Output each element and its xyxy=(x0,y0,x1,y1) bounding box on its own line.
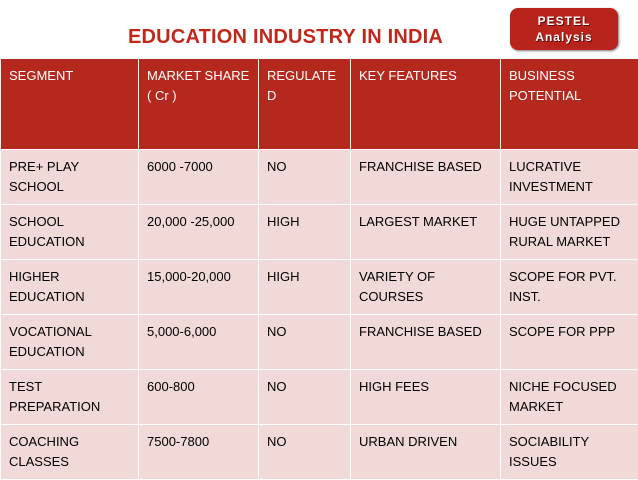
table-cell: NO xyxy=(259,370,351,425)
table-cell: HIGH xyxy=(259,205,351,260)
logo-text: Analysis xyxy=(510,29,618,45)
table-cell: SCOPE FOR PPP xyxy=(501,315,638,370)
header-cell: MARKET SHARE ( Cr ) xyxy=(139,59,259,150)
table-cell: HIGH xyxy=(259,260,351,315)
table-cell: 15,000-20,000 xyxy=(139,260,259,315)
table-cell: HUGE UNTAPPED RURAL MARKET xyxy=(501,205,638,260)
table-cell: NO xyxy=(259,425,351,480)
table-cell: FRANCHISE BASED xyxy=(351,315,501,370)
table-cell: NO xyxy=(259,315,351,370)
header-cell: SEGMENT xyxy=(1,59,139,150)
table-cell: 6000 -7000 xyxy=(139,150,259,205)
pestel-logo: PESTEL Analysis xyxy=(510,8,618,50)
slide-title: EDUCATION INDUSTRY IN INDIA xyxy=(128,26,443,49)
table-cell: NO xyxy=(259,150,351,205)
table-cell: COACHING CLASSES xyxy=(1,425,139,480)
table-cell: 7500-7800 xyxy=(139,425,259,480)
table-cell: SCHOOL EDUCATION xyxy=(1,205,139,260)
table-cell: VOCATIONAL EDUCATION xyxy=(1,315,139,370)
table-cell: HIGH FEES xyxy=(351,370,501,425)
table-cell: TEST PREPARATION xyxy=(1,370,139,425)
table-cell: VARIETY OF COURSES xyxy=(351,260,501,315)
table-cell: SOCIABILITY ISSUES xyxy=(501,425,638,480)
table-cell: URBAN DRIVEN xyxy=(351,425,501,480)
table-cell: 600-800 xyxy=(139,370,259,425)
table-cell: LARGEST MARKET xyxy=(351,205,501,260)
header-cell: BUSINESS POTENTIAL xyxy=(501,59,638,150)
table-cell: FRANCHISE BASED xyxy=(351,150,501,205)
table-cell: 20,000 -25,000 xyxy=(139,205,259,260)
header-cell: REGULATED xyxy=(259,59,351,150)
table-cell: SCOPE FOR PVT. INST. xyxy=(501,260,638,315)
table-cell: 5,000-6,000 xyxy=(139,315,259,370)
table-cell: NICHE FOCUSED MARKET xyxy=(501,370,638,425)
table-cell: HIGHER EDUCATION xyxy=(1,260,139,315)
table-cell: LUCRATIVE INVESTMENT xyxy=(501,150,638,205)
logo-text: PESTEL xyxy=(510,13,618,29)
header-cell: KEY FEATURES xyxy=(351,59,501,150)
table-cell: PRE+ PLAY SCHOOL xyxy=(1,150,139,205)
